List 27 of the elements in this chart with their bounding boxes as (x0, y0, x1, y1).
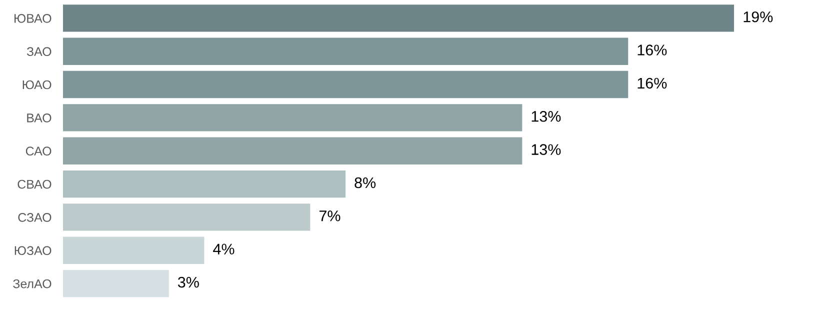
bar (62, 204, 310, 231)
bar (62, 170, 346, 198)
y-tick-label: ЗелАО (13, 279, 52, 288)
y-tick-label: ЮВАО (14, 14, 52, 23)
y-tick-label: ЮЗАО (14, 246, 52, 256)
data-label: 19% (744, 11, 773, 22)
data-label: 3% (178, 276, 199, 288)
data-label: 16% (638, 44, 667, 56)
y-tick-label: ЗАО (26, 47, 52, 56)
bar (62, 4, 734, 32)
data-label: 13% (532, 110, 561, 122)
data-label: 16% (638, 78, 667, 89)
y-tick-label: ВАО (27, 114, 52, 122)
bar (62, 38, 628, 65)
data-label: 7% (319, 210, 340, 222)
y-tick-label: СВАО (18, 180, 52, 189)
data-label: 4% (213, 244, 234, 254)
bar (62, 70, 628, 98)
bar (62, 137, 522, 164)
y-tick-label: ЮАО (22, 80, 52, 90)
data-label: 8% (354, 177, 376, 188)
y-tick-label: САО (26, 146, 52, 156)
y-tick-label: СЗАО (18, 213, 52, 222)
bar (62, 270, 169, 298)
data-label: 13% (532, 144, 561, 155)
bar (62, 236, 204, 264)
bar (62, 104, 522, 132)
